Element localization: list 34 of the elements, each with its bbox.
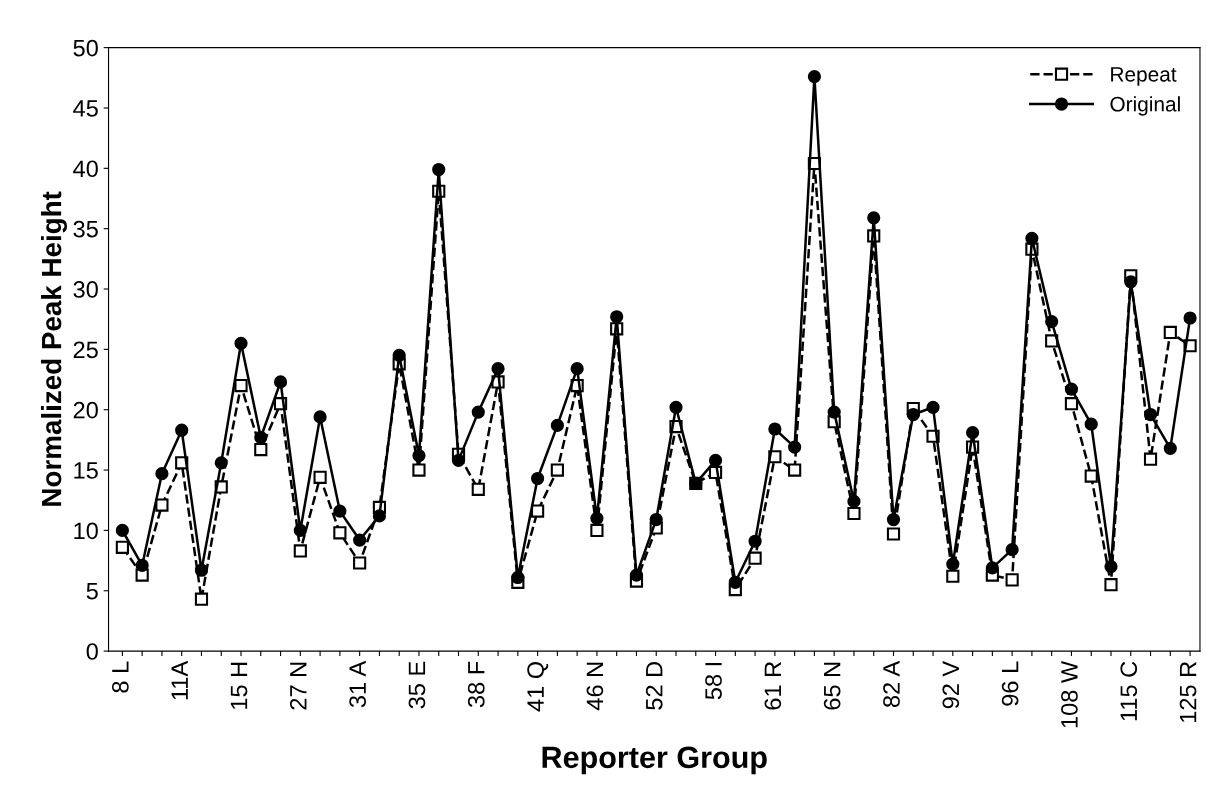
x-tick-label: 8 L: [112, 661, 129, 693]
x-tick-label: 46 N: [586, 662, 604, 711]
x-tick-label: 15 H: [230, 662, 248, 709]
x-axis-title: Reporter Group: [542, 746, 767, 775]
y-axis-title: Normalized Peak Height: [40, 191, 67, 506]
x-tick-label: 41 Q: [527, 661, 549, 712]
legend-label: Repeat: [1111, 67, 1177, 86]
x-tick-label: 65 N: [823, 662, 841, 710]
y-tick-label: 50: [73, 39, 98, 57]
x-tick-label: 115 C: [1120, 661, 1138, 721]
x-tick-label: 82 A: [883, 660, 900, 708]
x-tick-label: 92 V: [942, 660, 960, 709]
y-tick-label: 0: [86, 643, 98, 660]
x-tick-label: 96 L: [1001, 661, 1019, 706]
x-tick-label: 31 A: [349, 660, 366, 708]
y-tick-label: 10: [74, 522, 98, 540]
y-tick-label: 35: [73, 220, 98, 238]
legend-label: Original: [1110, 96, 1180, 116]
y-tick-label: 30: [73, 281, 98, 298]
x-tick-label: 38 F: [467, 661, 485, 708]
x-tick-label: 52 D: [645, 661, 663, 710]
x-tick-label: 58 I: [705, 662, 722, 700]
y-tick-label: 45: [73, 100, 98, 117]
x-tick-label: 27 N: [289, 662, 307, 710]
x-tick-label: 35 E: [408, 661, 426, 709]
y-tick-label: 5: [86, 583, 98, 600]
y-tick-label: 25: [73, 341, 98, 359]
y-tick-label: 40: [73, 160, 98, 178]
x-tick-label: 61 R: [764, 661, 782, 710]
x-tick-label: 11A: [171, 660, 188, 700]
x-tick-label: 125 R: [1179, 661, 1197, 722]
y-tick-label: 20: [73, 401, 98, 419]
y-tick-label: 15: [74, 462, 98, 479]
x-tick-label: 108 W: [1061, 660, 1078, 728]
